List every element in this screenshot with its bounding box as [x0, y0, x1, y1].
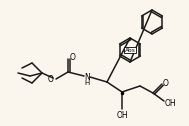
Text: Abs: Abs — [125, 48, 136, 53]
Text: O: O — [70, 53, 75, 61]
Text: O: O — [163, 78, 169, 87]
Text: OH: OH — [116, 111, 128, 119]
Text: N: N — [84, 72, 90, 82]
Text: OH: OH — [165, 99, 177, 107]
Text: H: H — [84, 80, 90, 86]
Text: O: O — [47, 75, 53, 85]
